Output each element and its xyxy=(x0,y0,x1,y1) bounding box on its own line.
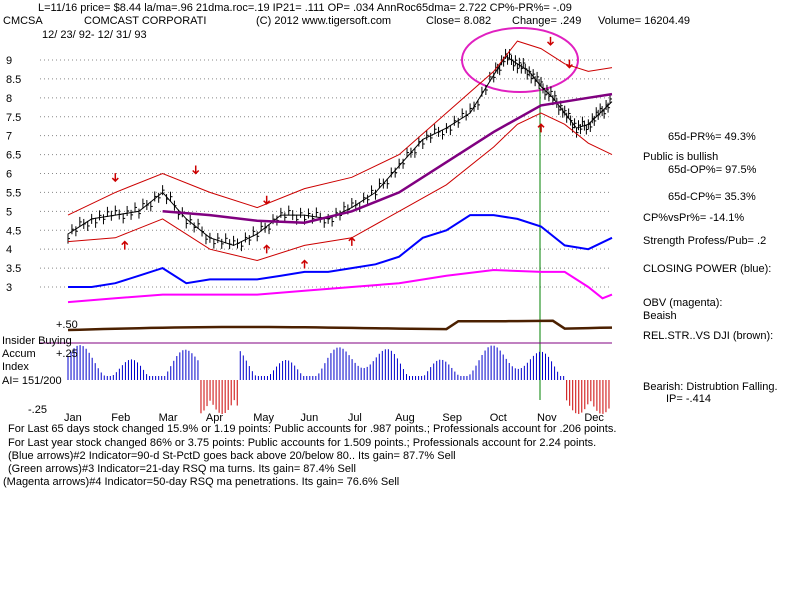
sell-arrow xyxy=(192,165,200,175)
copyright: (C) 2012 www.tigersoft.com xyxy=(256,15,391,27)
accum-label: Accum xyxy=(2,348,36,360)
y-tick-label: 6 xyxy=(6,169,12,181)
x-axis-ticks: Jan Feb Mar Apr May Jun Jul Aug Sep Oct Nov Dec xyxy=(64,412,604,424)
footer-line1: For Last 65 days stock changed 15.9% or … xyxy=(8,423,616,435)
x-tick-label: Apr xyxy=(206,412,223,424)
series-line-lower-band xyxy=(67,112,613,262)
footer-line2: For Last year stock changed 86% or 3.75 … xyxy=(8,437,596,449)
insider-label: Insider Buying xyxy=(2,335,72,347)
x-tick-label: Jun xyxy=(301,412,319,424)
minus25-label: -.25 xyxy=(28,404,47,416)
x-tick-label: Feb xyxy=(111,412,130,424)
sell-arrow xyxy=(565,59,573,69)
y-tick-label: 8 xyxy=(6,93,12,105)
strength: Strength Profess/Pub= .2 xyxy=(643,235,766,247)
accum-index-bars xyxy=(67,345,610,414)
y-tick-label: 8.5 xyxy=(6,74,21,86)
y-tick-label: 7.5 xyxy=(6,112,21,124)
relstr-label: REL.STR..VS DJI (brown): xyxy=(643,330,773,342)
cp-vs-pr: CP%vsPr%= -14.1% xyxy=(643,212,744,224)
ticker: CMCSA xyxy=(3,15,43,27)
op65: 65d-OP%= 97.5% xyxy=(668,164,757,176)
ai-label: AI= 151/200 xyxy=(2,375,62,387)
x-tick-label: Aug xyxy=(395,412,415,424)
footer-line3: (Blue arrows)#2 Indicator=90-d St-PctD g… xyxy=(8,450,456,462)
y-tick-label: 3.5 xyxy=(6,263,21,275)
footer-line5: (Magenta arrows)#4 Indicator=50-day RSQ … xyxy=(3,476,399,488)
sell-zone-circle xyxy=(461,27,579,93)
plus50-label: +.50 xyxy=(56,319,78,331)
company-name: COMCAST CORPORATI xyxy=(84,15,206,27)
buy-arrow xyxy=(263,244,271,254)
plus25-label: +.25 xyxy=(56,348,78,360)
y-tick-label: 5 xyxy=(6,206,12,218)
series-line-relstr xyxy=(67,319,613,332)
cp65: 65d-CP%= 35.3% xyxy=(668,191,756,203)
sell-arrow xyxy=(546,36,555,46)
y-tick-label: 9 xyxy=(6,55,12,67)
x-tick-label: May xyxy=(253,412,274,424)
bearish-label: Bearish: Distrubtion Falling. xyxy=(643,381,778,393)
series-line-21-day-ma xyxy=(162,92,613,224)
y-tick-label: 4.5 xyxy=(6,225,21,237)
buy-arrow xyxy=(300,259,309,269)
series-line-closing-power xyxy=(68,214,613,288)
y-tick-label: 4 xyxy=(6,244,12,256)
volume-value: Volume= 16204.49 xyxy=(598,15,690,27)
y-tick-label: 6.5 xyxy=(6,150,21,162)
pr65: 65d-PR%= 49.3% xyxy=(668,131,756,143)
date-range: 12/ 23/ 92- 12/ 31/ 93 xyxy=(42,29,147,41)
y-tick-label: 5.5 xyxy=(6,187,21,199)
x-tick-label: Sep xyxy=(442,412,462,424)
signal-arrows xyxy=(111,36,573,269)
closing-power-label: CLOSING POWER (blue): xyxy=(643,263,771,275)
x-tick-label: Jan xyxy=(64,412,82,424)
x-tick-label: Mar xyxy=(159,412,178,424)
close-value: Close= 8.082 xyxy=(426,15,491,27)
series-line-obv xyxy=(67,268,613,304)
public-state: Public is bullish xyxy=(643,151,718,163)
buy-arrow xyxy=(537,123,545,133)
y-tick-label: 7 xyxy=(6,131,12,143)
x-tick-label: Jul xyxy=(348,412,362,424)
x-tick-label: Oct xyxy=(490,412,507,424)
x-tick-label: Nov xyxy=(537,412,557,424)
sell-arrow xyxy=(263,195,271,205)
x-tick-label: Dec xyxy=(584,412,604,424)
buy-arrow xyxy=(348,236,356,246)
header-line1: L=11/16 price= $8.44 la/ma=.96 21dma.roc… xyxy=(38,2,572,14)
ip-label: IP= -.414 xyxy=(666,393,711,405)
index-label: Index xyxy=(2,361,29,373)
buy-arrow xyxy=(121,240,129,250)
grid xyxy=(40,59,612,288)
sell-arrow xyxy=(111,173,119,183)
change-value: Change= .249 xyxy=(512,15,581,27)
obv-label: OBV (magenta): xyxy=(643,297,722,309)
obv-state: Beaish xyxy=(643,310,677,322)
series-group xyxy=(67,40,613,332)
footer-line4: (Green arrows)#3 Indicator=21-day RSQ ma… xyxy=(8,463,356,475)
y-axis-ticks: 9 8.5 8 7.5 7 6.5 6 5.5 5 4.5 4 3.5 3 xyxy=(6,55,21,294)
series-line-upper-band xyxy=(67,40,613,216)
y-tick-label: 3 xyxy=(6,282,12,294)
